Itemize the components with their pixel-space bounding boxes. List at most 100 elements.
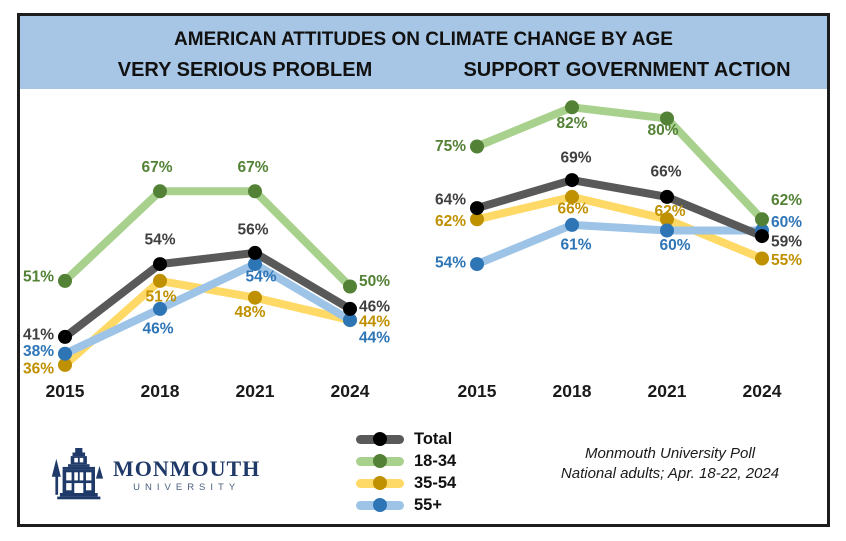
series-line-55+-left: [61, 260, 354, 358]
x-axis-label-2018-right: 2018: [553, 381, 592, 401]
data-point-18-34-2024-left: [343, 279, 357, 294]
x-axis-label-2024-right: 2024: [743, 381, 782, 401]
monmouth-logo: MONMOUTH UNIVERSITY: [50, 446, 260, 504]
data-point-Total-2015-right: [470, 201, 484, 216]
legend-swatch: [356, 432, 404, 446]
data-point-55+-2015-left: [58, 346, 72, 361]
series-line-Total-right: [473, 176, 766, 241]
legend-label: 35-54: [414, 473, 457, 492]
data-label-Total-2018-left: 54%: [144, 232, 175, 249]
data-label-55+-2015-left: 38%: [23, 343, 54, 360]
data-point-55+-2018-right: [565, 217, 579, 232]
legend-item: 18-34: [356, 450, 456, 472]
monmouth-building-icon: [51, 448, 104, 500]
series-line-55+-right: [473, 220, 766, 269]
x-axis-label-2024-left: 2024: [331, 381, 370, 401]
data-point-35-54-2018-right: [565, 189, 579, 204]
data-point-35-54-2021-right: [660, 212, 674, 227]
data-label-Total-2021-right: 66%: [650, 163, 681, 180]
source-note-line1: Monmouth University Poll: [584, 445, 756, 462]
data-point-Total-2015-left: [58, 329, 72, 344]
data-point-55+-2024-left: [343, 313, 357, 328]
data-point-55+-2015-right: [470, 257, 484, 272]
right-chart-title: SUPPORT GOVERNMENT ACTION: [463, 59, 791, 81]
data-point-18-34-2021-left: [248, 184, 262, 199]
data-point-35-54-2018-left: [153, 273, 167, 288]
data-label-18-34-2021-right: 80%: [647, 122, 678, 139]
data-label-Total-2015-left: 41%: [23, 326, 54, 343]
data-label-Total-2021-left: 56%: [237, 221, 268, 238]
data-point-Total-2021-left: [248, 245, 262, 260]
data-point-18-34-2015-left: [58, 273, 72, 288]
legend-swatch: [356, 476, 404, 490]
source-note-line2: National adults; Apr. 18-22, 2024: [560, 465, 780, 482]
data-label-35-54-2015-right: 62%: [435, 213, 466, 230]
chart-legend: Total 18-34 35-54 55+: [356, 428, 456, 516]
data-label-35-54-2018-left: 51%: [145, 288, 176, 305]
x-axis-label-2018-left: 2018: [141, 381, 180, 401]
data-label-55+-2021-left: 54%: [245, 269, 276, 286]
data-label-35-54-2015-left: 36%: [23, 360, 54, 377]
series-line-Total-left: [61, 248, 354, 341]
data-label-18-34-2015-right: 75%: [435, 138, 466, 155]
data-point-18-34-2024-right: [755, 212, 769, 227]
data-label-55+-2018-right: 61%: [560, 236, 591, 253]
data-label-18-34-2024-right: 62%: [771, 192, 802, 209]
legend-item: 35-54: [356, 472, 456, 494]
data-point-35-54-2021-left: [248, 290, 262, 305]
data-point-18-34-2018-right: [565, 100, 579, 115]
legend-label: 55+: [414, 495, 442, 514]
monmouth-logo-text: MONMOUTH UNIVERSITY: [113, 457, 260, 493]
series-line-18-34-left: [61, 187, 354, 291]
data-point-Total-2024-left: [343, 301, 357, 316]
legend-marker-dot: [373, 454, 387, 468]
data-point-Total-2018-right: [565, 173, 579, 188]
data-point-55+-2021-left: [248, 257, 262, 272]
x-axis-label-2015-left: 2015: [46, 381, 85, 401]
legend-label: Total: [414, 429, 453, 448]
data-label-55+-2024-right: 60%: [771, 214, 802, 231]
data-label-55+-2024-left: 44%: [359, 330, 390, 347]
data-point-18-34-2018-left: [153, 184, 167, 199]
legend-marker-dot: [373, 432, 387, 446]
data-point-55+-2021-right: [660, 223, 674, 238]
logo-name: MONMOUTH: [113, 456, 261, 482]
data-label-18-34-2018-left: 67%: [141, 159, 172, 176]
data-label-Total-2024-right: 59%: [771, 234, 802, 251]
series-line-18-34-right: [473, 103, 766, 224]
data-label-18-34-2015-left: 51%: [23, 268, 54, 285]
data-point-55+-2018-left: [153, 301, 167, 316]
logo-subname: UNIVERSITY: [133, 482, 241, 494]
data-label-18-34-2021-left: 67%: [237, 159, 268, 176]
x-axis-label-2021-right: 2021: [648, 381, 687, 401]
x-axis-label-2015-right: 2015: [458, 381, 497, 401]
data-label-18-34-2018-right: 82%: [556, 115, 587, 132]
data-label-35-54-2024-right: 55%: [771, 252, 802, 269]
data-label-Total-2024-left: 46%: [359, 298, 390, 315]
legend-marker-dot: [373, 476, 387, 490]
data-point-Total-2021-right: [660, 189, 674, 204]
data-label-Total-2015-right: 64%: [435, 192, 466, 209]
legend-item: Total: [356, 428, 456, 450]
data-point-35-54-2024-right: [755, 251, 769, 266]
data-label-35-54-2021-left: 48%: [234, 304, 265, 321]
legend-item: 55+: [356, 494, 456, 516]
series-line-35-54-right: [473, 192, 766, 263]
data-point-35-54-2015-left: [58, 357, 72, 372]
legend-swatch: [356, 454, 404, 468]
data-point-Total-2018-left: [153, 257, 167, 272]
data-label-35-54-2018-right: 66%: [557, 200, 588, 217]
page-title: AMERICAN ATTITUDES ON CLIMATE CHANGE BY …: [174, 29, 673, 50]
data-label-55+-2015-right: 54%: [435, 255, 466, 272]
source-note: Monmouth University Poll National adults…: [520, 444, 820, 484]
legend-marker-dot: [373, 498, 387, 512]
data-label-35-54-2021-right: 62%: [654, 203, 685, 220]
x-axis-label-2021-left: 2021: [236, 381, 275, 401]
data-label-18-34-2024-left: 50%: [359, 273, 390, 290]
data-point-18-34-2021-right: [660, 111, 674, 126]
data-label-35-54-2024-left: 44%: [359, 314, 390, 331]
header-band: AMERICAN ATTITUDES ON CLIMATE CHANGE BY …: [20, 16, 827, 89]
data-point-Total-2024-right: [755, 229, 769, 244]
